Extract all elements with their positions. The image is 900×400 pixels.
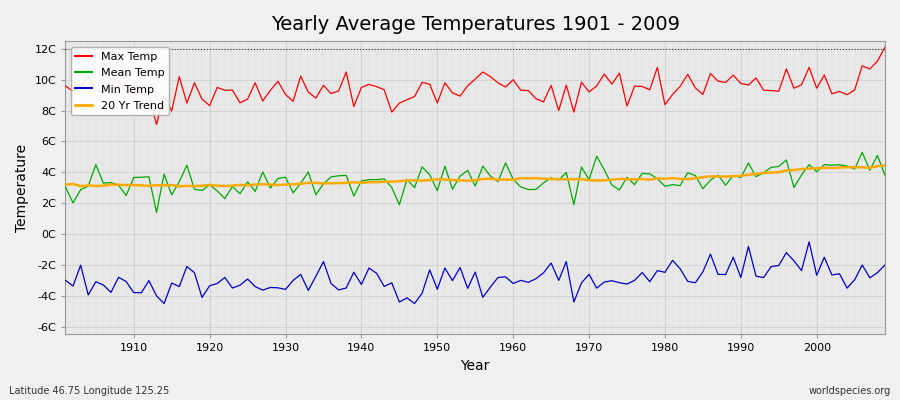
Legend: Max Temp, Mean Temp, Min Temp, 20 Yr Trend: Max Temp, Mean Temp, Min Temp, 20 Yr Tre…: [71, 47, 169, 115]
Text: Latitude 46.75 Longitude 125.25: Latitude 46.75 Longitude 125.25: [9, 386, 169, 396]
X-axis label: Year: Year: [461, 359, 490, 373]
Title: Yearly Average Temperatures 1901 - 2009: Yearly Average Temperatures 1901 - 2009: [271, 15, 680, 34]
Y-axis label: Temperature: Temperature: [15, 144, 29, 232]
Text: worldspecies.org: worldspecies.org: [809, 386, 891, 396]
